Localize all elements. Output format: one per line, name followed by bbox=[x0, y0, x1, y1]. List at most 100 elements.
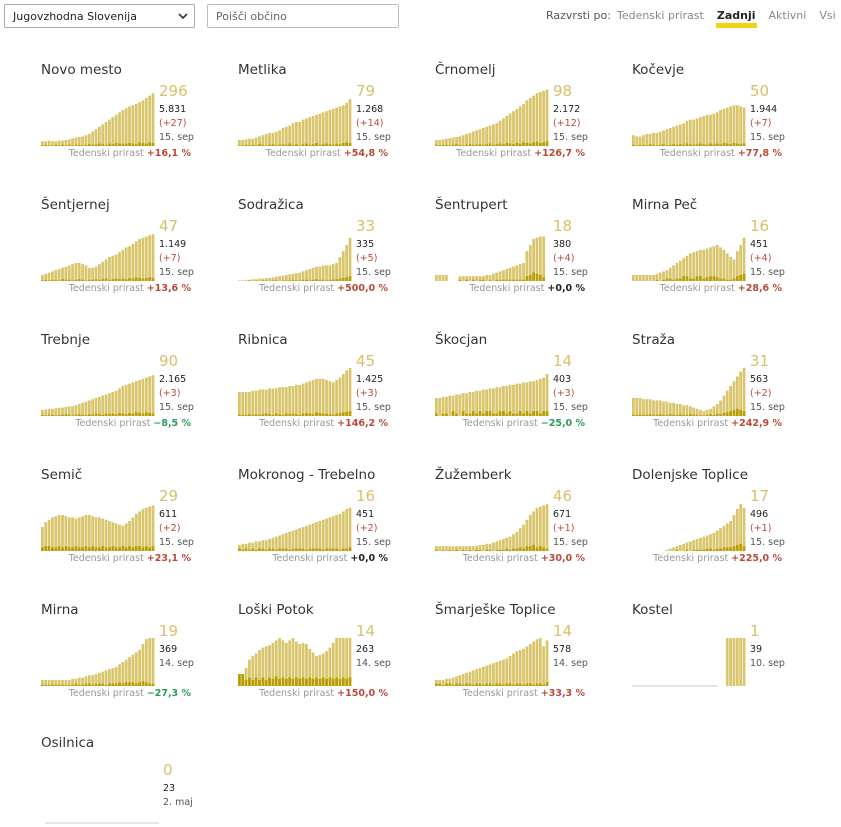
municipality-card[interactable]: Kočevje 50 1.944 (+7) 15. sep Tedenski priras… bbox=[632, 62, 802, 182]
new-cases-bar bbox=[665, 414, 669, 416]
municipality-card[interactable]: Kostel 1 39 10. sep bbox=[632, 602, 802, 722]
new-cases-bar bbox=[465, 683, 468, 686]
active-cases-bar bbox=[84, 401, 88, 416]
new-cases-bar bbox=[325, 280, 328, 281]
new-cases-bar bbox=[301, 677, 305, 686]
new-cases-bar bbox=[455, 549, 458, 551]
new-cases-bar bbox=[478, 279, 482, 281]
active-cases-bar bbox=[94, 129, 98, 146]
new-cases-bar bbox=[435, 683, 438, 686]
active-cases-bar bbox=[522, 648, 525, 686]
active-cases-bar bbox=[258, 136, 261, 146]
new-cases-bar bbox=[689, 278, 692, 281]
new-cases-bar bbox=[278, 678, 281, 686]
municipality-card[interactable]: Mirna Peč 16 451 (+4) 15. sep Tedenski priras… bbox=[632, 197, 802, 317]
municipality-card[interactable]: Trebnje 90 2.165 (+3) 15. sep Tedenski priras… bbox=[41, 332, 211, 452]
active-cases-bar bbox=[675, 546, 679, 551]
new-cases-bar bbox=[512, 279, 515, 281]
active-cases-bar bbox=[101, 671, 105, 686]
active-cases-bar bbox=[475, 276, 478, 281]
new-cases-bar bbox=[492, 413, 495, 416]
municipality-card[interactable]: Dolenjske Toplice 17 496 (+1) 15. sep Tedensk… bbox=[632, 467, 802, 587]
active-cases-bar bbox=[492, 542, 495, 551]
active-cases-bar bbox=[64, 266, 68, 281]
new-cases-bar bbox=[44, 684, 48, 686]
active-cases-bar bbox=[274, 640, 278, 686]
active-cases-bar bbox=[301, 527, 305, 551]
new-cases-bar bbox=[151, 413, 155, 416]
active-cases-bar bbox=[678, 124, 682, 146]
new-cases-bar bbox=[148, 277, 152, 281]
active-cases-bar bbox=[735, 509, 739, 551]
new-cases-bar bbox=[712, 144, 716, 146]
active-cases-bar bbox=[338, 513, 342, 551]
new-cases-bar bbox=[288, 414, 292, 416]
active-cases-bar bbox=[238, 545, 241, 551]
municipality-card[interactable]: Mirna 19 369 14. sep Tedenski prirast −27,3 % bbox=[41, 602, 211, 722]
municipality-card[interactable]: Žužemberk 46 671 (+1) 15. sep Tedenski priras… bbox=[435, 467, 605, 587]
municipality-card[interactable]: Črnomelj 98 2.172 (+12) 15. sep Tedenski prir… bbox=[435, 62, 605, 182]
municipality-card[interactable]: Osilnica 0 23 2. maj bbox=[41, 735, 211, 827]
active-cases-bar bbox=[655, 400, 659, 416]
new-cases-bar bbox=[44, 279, 48, 281]
municipality-card[interactable]: Loški Potok 14 263 14. sep Tedenski prirast +… bbox=[238, 602, 408, 722]
active-cases-bar bbox=[465, 672, 468, 686]
municipality-card[interactable]: Šmarješke Toplice 14 578 14. sep Tedenski pr… bbox=[435, 602, 605, 722]
mini-bar-chart bbox=[41, 375, 155, 416]
active-cases-bar bbox=[134, 513, 138, 551]
municipality-card[interactable]: Sodražica 33 335 (+5) 15. sep Tedenski priras… bbox=[238, 197, 408, 317]
active-cases-bar bbox=[124, 523, 128, 551]
active-cases-bar bbox=[41, 141, 44, 146]
active-cases-bar bbox=[441, 275, 445, 281]
new-cases-bar bbox=[305, 413, 308, 416]
active-cases-bar bbox=[672, 265, 675, 281]
active-cases-bar bbox=[655, 132, 659, 146]
active-cases-count: 18 bbox=[553, 217, 573, 235]
municipality-card[interactable]: Ribnica 45 1.425 (+3) 15. sep Tedenski priras… bbox=[238, 332, 408, 452]
sort-option-weekly-growth[interactable]: Tedenski prirast bbox=[616, 9, 704, 22]
new-cases-bar bbox=[705, 414, 709, 416]
active-cases-bar bbox=[542, 236, 546, 281]
active-cases-bar bbox=[121, 386, 125, 416]
new-cases-bar bbox=[715, 413, 719, 416]
municipality-card[interactable]: Šentrupert 18 380 (+4) 15. sep Tedenski prira… bbox=[435, 197, 605, 317]
new-cases-bar bbox=[104, 684, 108, 686]
active-cases-bar bbox=[341, 374, 345, 416]
weekly-growth-label: Tedenski prirast bbox=[659, 148, 735, 159]
sort-option-active[interactable]: Aktivni bbox=[768, 9, 807, 22]
new-cases-bar bbox=[538, 143, 542, 146]
new-cases-bar bbox=[682, 414, 686, 416]
municipality-card[interactable]: Škocjan 14 403 (+3) 15. sep Tedenski prirast −… bbox=[435, 332, 605, 452]
active-cases-bar bbox=[325, 265, 328, 281]
municipality-card[interactable]: Mokronog - Trebelno 16 451 (+2) 15. sep Teden… bbox=[238, 467, 408, 587]
new-cases-bar bbox=[642, 414, 645, 416]
region-select[interactable]: Jugovzhodna Slovenija bbox=[4, 4, 195, 28]
new-cases-bar bbox=[131, 278, 135, 281]
sort-option-latest[interactable]: Zadnji bbox=[715, 9, 757, 28]
active-cases-bar bbox=[685, 542, 689, 551]
municipality-card[interactable]: Metlika 79 1.268 (+14) 15. sep Tedenski prira… bbox=[238, 62, 408, 182]
new-cases-bar bbox=[295, 280, 298, 281]
active-cases-bar bbox=[77, 263, 81, 281]
weekly-growth-label: Tedenski prirast bbox=[272, 553, 348, 564]
active-cases-bar bbox=[281, 640, 285, 686]
new-cases-bar bbox=[67, 144, 71, 146]
new-cases-bar bbox=[118, 547, 121, 551]
active-cases-bar bbox=[335, 263, 338, 281]
active-cases-bar bbox=[248, 542, 251, 551]
active-cases-bar bbox=[719, 110, 722, 146]
municipality-card[interactable]: Semič 29 611 (+2) 15. sep Tedenski prirast +23… bbox=[41, 467, 211, 587]
new-cases-bar bbox=[291, 413, 295, 416]
municipality-card[interactable]: Šentjernej 47 1.149 (+7) 15. sep Tedenski pri… bbox=[41, 197, 211, 317]
last-update-date: 15. sep bbox=[750, 132, 785, 143]
search-input[interactable] bbox=[207, 4, 399, 28]
municipality-card[interactable]: Straža 31 563 (+2) 15. sep Tedenski prirast +2… bbox=[632, 332, 802, 452]
active-cases-bar bbox=[338, 638, 342, 686]
active-cases-bar bbox=[341, 638, 345, 686]
municipality-card[interactable]: Novo mesto 296 5.831 (+27) 15. sep Tedenski p… bbox=[41, 62, 211, 182]
active-cases-bar bbox=[742, 507, 746, 551]
active-cases-bar bbox=[131, 382, 135, 416]
active-cases-bar bbox=[458, 675, 462, 686]
sort-option-all[interactable]: Vsi bbox=[819, 9, 836, 22]
new-cases-bar bbox=[61, 684, 64, 686]
